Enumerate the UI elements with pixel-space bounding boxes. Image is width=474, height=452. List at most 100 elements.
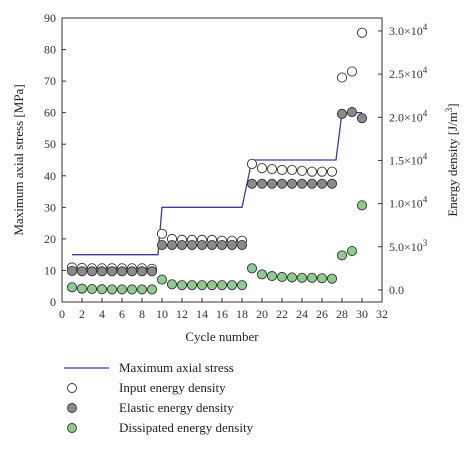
- point-dissipated: [156, 274, 168, 285]
- legend-label-input: Input energy density: [119, 380, 226, 395]
- x-axis-label: Cycle number: [185, 329, 259, 344]
- point-elastic: [266, 178, 278, 189]
- point-dissipated: [96, 284, 108, 295]
- y2-tick-label: 0.0: [389, 283, 404, 297]
- point-elastic: [186, 239, 198, 251]
- right-axis-ticks: 0.0 5.0×103 1.0×104 1.5×104 2.0×104 2.5×104 3.…: [378, 22, 428, 297]
- x-tick-label: 28: [336, 307, 348, 321]
- point-elastic: [346, 107, 358, 118]
- x-tick-label: 4: [99, 307, 105, 321]
- point-dissipated: [126, 284, 138, 295]
- y2-tick-label: 1.5×104: [389, 151, 428, 167]
- y2-tick-label: 5.0×103: [389, 238, 428, 254]
- x-tick-label: 20: [256, 307, 268, 321]
- point-elastic: [256, 178, 268, 189]
- point-dissipated: [296, 272, 308, 283]
- x-tick-label: 0: [59, 307, 65, 321]
- legend-marker-dissipated: [67, 423, 77, 433]
- y-tick-label: 0: [50, 295, 56, 309]
- point-input: [346, 66, 358, 77]
- x-tick-label: 26: [316, 307, 328, 321]
- point-dissipated: [266, 271, 278, 282]
- point-dissipated: [286, 272, 298, 283]
- point-dissipated: [76, 283, 88, 294]
- point-elastic: [106, 266, 118, 277]
- point-dissipated: [246, 263, 258, 274]
- point-dissipated: [316, 273, 328, 284]
- x-tick-label: 6: [119, 307, 125, 321]
- point-elastic: [66, 265, 78, 276]
- y2-tick-label: 3.0×104: [389, 22, 428, 38]
- x-tick-label: 2: [79, 307, 85, 321]
- point-dissipated: [276, 271, 288, 283]
- point-elastic: [96, 266, 108, 277]
- legend-label-stress: Maximum axial stress: [119, 360, 234, 375]
- point-dissipated: [346, 246, 358, 257]
- y-tick-label: 90: [44, 11, 56, 25]
- point-dissipated: [146, 284, 158, 295]
- point-input: [246, 158, 258, 169]
- point-elastic: [126, 266, 138, 277]
- point-dissipated: [236, 280, 248, 291]
- x-tick-label: 12: [176, 307, 188, 321]
- point-dissipated: [176, 280, 188, 291]
- series-layer: [66, 27, 368, 295]
- point-elastic: [306, 178, 318, 189]
- point-dissipated: [336, 250, 348, 261]
- y-tick-label: 20: [44, 232, 56, 246]
- y2-tick-label: 2.5×104: [389, 65, 428, 81]
- point-input: [276, 164, 288, 175]
- x-tick-label: 10: [156, 307, 168, 321]
- x-tick-label: 8: [139, 307, 145, 321]
- legend-marker-input: [67, 383, 77, 393]
- point-input: [316, 166, 328, 177]
- point-input: [356, 27, 368, 38]
- x-tick-label: 16: [216, 307, 228, 321]
- point-dissipated: [326, 273, 338, 284]
- point-input: [326, 166, 338, 177]
- point-elastic: [76, 266, 88, 277]
- x-tick-label: 30: [356, 307, 368, 321]
- point-elastic: [216, 239, 228, 251]
- x-tick-label: 32: [376, 307, 388, 321]
- left-axis-ticks: 0 10 20 30 40 50 60 70 80 90: [44, 11, 66, 309]
- y-tick-label: 30: [44, 200, 56, 214]
- point-input: [336, 72, 348, 83]
- point-elastic: [86, 266, 98, 277]
- point-dissipated: [216, 280, 228, 291]
- point-input: [266, 164, 278, 175]
- point-elastic: [206, 239, 218, 251]
- point-dissipated: [256, 269, 268, 280]
- point-dissipated: [136, 284, 148, 295]
- point-elastic: [146, 266, 158, 277]
- x-tick-label: 22: [276, 307, 288, 321]
- point-elastic: [136, 266, 148, 277]
- y2-axis-label: Energy density [J/m3]: [444, 103, 460, 216]
- point-input: [306, 166, 318, 177]
- point-elastic: [116, 266, 128, 277]
- point-input: [156, 228, 168, 239]
- point-dissipated: [166, 279, 178, 290]
- point-elastic: [226, 239, 238, 251]
- point-elastic: [156, 239, 168, 251]
- y-tick-label: 80: [44, 43, 56, 57]
- point-dissipated: [306, 272, 318, 283]
- point-dissipated: [206, 280, 218, 291]
- point-dissipated: [186, 280, 198, 291]
- point-dissipated: [116, 284, 128, 295]
- point-elastic: [176, 239, 188, 251]
- point-elastic: [326, 178, 338, 189]
- y-axis-label: Maximum axial stress [MPa]: [11, 84, 26, 235]
- point-elastic: [236, 239, 248, 251]
- y-tick-label: 10: [44, 263, 56, 277]
- x-tick-label: 24: [296, 307, 308, 321]
- y-tick-label: 70: [44, 74, 56, 88]
- legend-label-dissipated: Dissipated energy density: [119, 420, 254, 435]
- point-dissipated: [356, 200, 368, 211]
- point-elastic: [316, 178, 328, 189]
- point-elastic: [166, 239, 178, 251]
- point-input: [286, 164, 298, 175]
- point-input: [296, 165, 308, 176]
- point-elastic: [356, 113, 368, 124]
